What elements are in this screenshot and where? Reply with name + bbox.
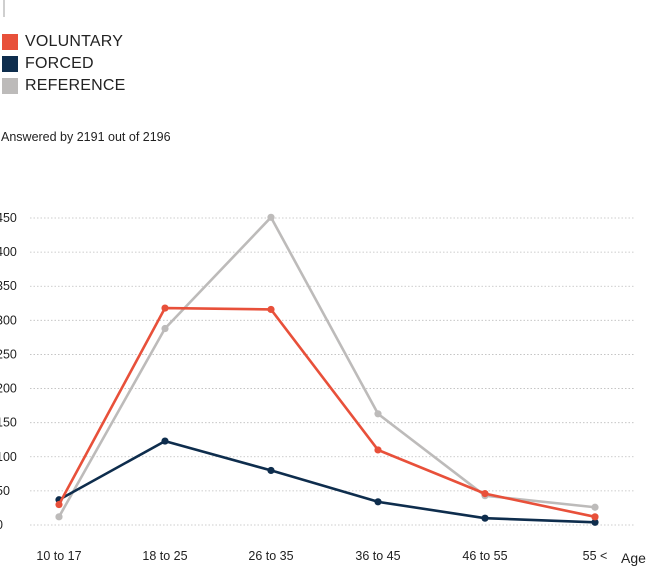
data-point-voluntary[interactable]: [55, 500, 63, 509]
x-tick-label: 10 to 17: [36, 549, 81, 563]
data-point-reference[interactable]: [374, 410, 382, 418]
series-line-reference: [57, 216, 596, 518]
y-tick-label: 200: [0, 382, 17, 396]
y-tick-label: 350: [0, 279, 17, 293]
y-tick-label: 150: [0, 416, 17, 430]
data-point-voluntary[interactable]: [267, 305, 275, 314]
series-voluntary: [55, 304, 599, 521]
data-point-forced[interactable]: [267, 466, 275, 475]
legend-swatch-forced: [2, 56, 18, 72]
legend-label-reference: REFERENCE: [25, 77, 126, 94]
data-point-voluntary[interactable]: [374, 446, 382, 454]
data-point-forced[interactable]: [481, 514, 489, 522]
top-divider: [3, 0, 5, 17]
chart-subtitle: Answered by 2191 out of 2196: [1, 130, 171, 144]
x-tick-label: 36 to 45: [355, 549, 400, 563]
y-tick-label: 50: [0, 484, 10, 498]
legend-item-forced: FORCED: [2, 53, 125, 75]
legend-item-reference: REFERENCE: [2, 75, 125, 97]
chart-legend: VOLUNTARY FORCED REFERENCE: [2, 31, 125, 97]
data-point-voluntary[interactable]: [161, 304, 169, 312]
y-tick-label: 100: [0, 450, 17, 464]
legend-item-voluntary: VOLUNTARY: [2, 31, 125, 53]
x-tick-label: 26 to 35: [248, 549, 293, 563]
grid-layer: [30, 217, 634, 526]
series-forced: [55, 437, 599, 526]
legend-label-voluntary: VOLUNTARY: [25, 33, 124, 50]
x-tick-label: 46 to 55: [462, 549, 507, 563]
data-point-voluntary[interactable]: [591, 513, 599, 521]
data-point-reference[interactable]: [161, 324, 169, 333]
x-tick-label: 55 <: [583, 549, 608, 563]
y-tick-labels: 0 50 100 150 200 250 300 350 400 450: [0, 211, 17, 532]
y-tick-label: 450: [0, 211, 17, 225]
x-tick-label: 18 to 25: [142, 549, 187, 563]
series-line-forced: [58, 439, 596, 524]
x-axis-label: Age: [621, 550, 646, 566]
data-point-reference[interactable]: [591, 503, 599, 511]
y-tick-label: 400: [0, 245, 17, 259]
data-point-reference[interactable]: [267, 213, 275, 221]
data-point-forced[interactable]: [161, 437, 169, 445]
y-tick-label: 0: [0, 518, 3, 532]
x-tick-labels: 10 to 17 18 to 25 26 to 35 36 to 45 46 to 55…: [36, 549, 607, 563]
legend-swatch-reference: [2, 78, 18, 94]
series-layer: [55, 213, 599, 526]
series-reference: [55, 213, 599, 521]
legend-label-forced: FORCED: [25, 55, 94, 72]
data-point-reference[interactable]: [55, 513, 63, 521]
data-point-voluntary[interactable]: [481, 490, 489, 498]
y-tick-label: 250: [0, 347, 17, 361]
series-line-voluntary: [57, 306, 596, 519]
y-tick-label: 300: [0, 313, 17, 327]
data-point-forced[interactable]: [591, 518, 599, 526]
legend-swatch-voluntary: [2, 34, 18, 50]
data-point-forced[interactable]: [374, 498, 382, 506]
